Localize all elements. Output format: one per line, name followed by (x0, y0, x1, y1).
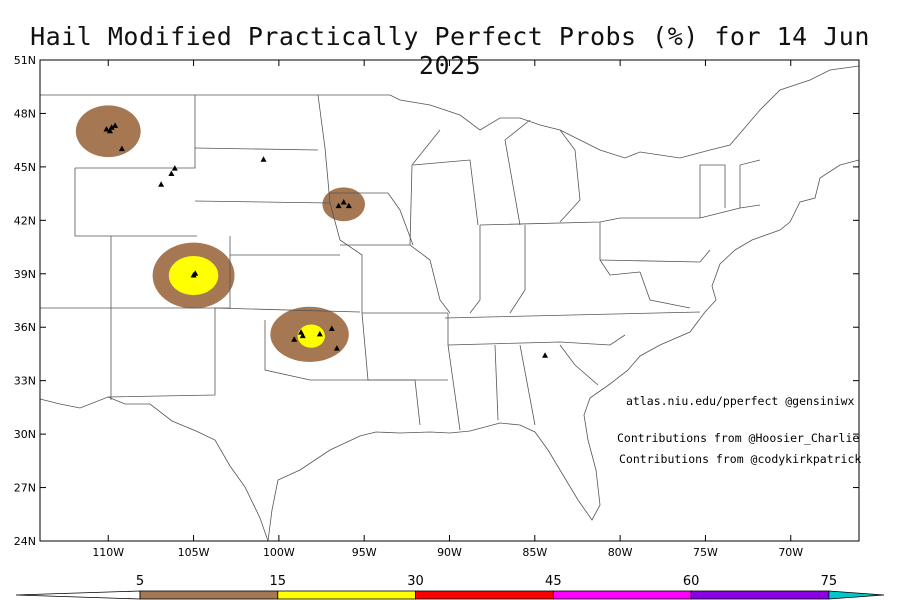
lat-tick-label: 33N (14, 375, 36, 388)
lon-tick-label: 95W (352, 546, 377, 559)
lat-tick-label: 39N (14, 268, 36, 281)
hail-report-marker (316, 330, 323, 337)
colorbar-segment (277, 590, 416, 600)
colorbar-segment (139, 590, 279, 600)
state-line (264, 320, 368, 381)
lon-tick-label: 80W (608, 546, 633, 559)
state-line (559, 129, 581, 223)
state-line (194, 200, 331, 204)
state-line (447, 313, 461, 431)
state-line (340, 244, 451, 314)
state-line (599, 249, 711, 263)
lat-tick-label: 36N (14, 321, 36, 334)
hail-report-marker (340, 199, 347, 205)
colorbar-zero-segment (15, 590, 141, 600)
colorbar-end-segment (828, 590, 885, 600)
colorbar-label: 30 (407, 574, 424, 589)
hail-report-marker (299, 332, 306, 339)
lon-tick-label: 75W (693, 546, 718, 559)
hail-report-marker (291, 336, 298, 342)
state-line (75, 95, 196, 169)
lon-tick-label: 100W (263, 546, 295, 559)
colorbar-label: 5 (136, 574, 144, 589)
state-line (494, 344, 499, 421)
colorbar: 5 15 30 45 60 75 (15, 574, 885, 600)
lon-tick-label: 70W (778, 546, 803, 559)
hail-report-marker (335, 202, 342, 209)
hail-report-marker (118, 145, 125, 152)
hail-report-marker (542, 352, 549, 358)
state-line (509, 225, 526, 314)
colorbar-segment (690, 590, 830, 600)
state-line (194, 147, 319, 151)
state-line (361, 312, 421, 426)
lon-tick-label: 110W (92, 546, 124, 559)
hail-report-marker (106, 127, 113, 134)
credit-contrib-2: Contributions from @codykirkpatrick (619, 452, 861, 466)
coastline (267, 159, 859, 541)
hail-report-marker (333, 345, 340, 351)
state-line (330, 192, 414, 246)
lon-tick-label: 85W (522, 546, 547, 559)
state-line (447, 334, 626, 346)
colorbar-label: 60 (683, 574, 700, 589)
state-boundaries (40, 65, 859, 541)
hail-report-marker (112, 122, 119, 128)
state-line (107, 308, 216, 398)
hail-report-marker (345, 202, 352, 209)
state-line (519, 344, 536, 426)
hail-reports (103, 122, 549, 358)
state-line (74, 168, 197, 237)
probability-contour-15 (297, 324, 325, 348)
probability-areas (75, 105, 366, 362)
state-line (479, 217, 621, 226)
lon-tick-label: 105W (178, 546, 210, 559)
lat-tick-label: 45N (14, 161, 36, 174)
state-line (559, 344, 599, 386)
hail-report-marker (168, 170, 175, 177)
hail-report-marker (171, 165, 178, 171)
longitude-axis: 110W 105W 100W 95W 90W 85W 80W 75W 70W (92, 60, 803, 559)
lat-tick-label: 27N (14, 482, 36, 495)
hail-report-marker (158, 181, 165, 187)
state-line (412, 159, 479, 226)
hail-report-marker (328, 325, 335, 332)
lat-tick-label: 24N (14, 535, 36, 548)
state-line (739, 159, 761, 208)
colorbar-segment (552, 590, 692, 600)
us-mexico-border (40, 396, 269, 541)
state-line (699, 164, 726, 218)
latitude-axis: 51N 48N 45N 42N 39N 36N 33N 30N 27N 24N (14, 54, 859, 548)
state-line (444, 311, 701, 319)
colorbar-label: 15 (270, 574, 287, 589)
map-frame (39, 59, 860, 542)
state-line (504, 119, 531, 226)
map-content (40, 65, 859, 541)
state-line (639, 271, 691, 309)
state-line (214, 307, 361, 313)
colorbar-label: 45 (545, 574, 562, 589)
lat-tick-label: 42N (14, 214, 36, 227)
canada-border (40, 65, 859, 159)
lat-tick-label: 48N (14, 107, 36, 120)
lat-tick-label: 51N (14, 54, 36, 67)
colorbar-label: 75 (821, 574, 838, 589)
state-line (599, 222, 641, 276)
credit-contrib-1: Contributions from @Hoosier_Charlie (617, 431, 859, 445)
state-line (409, 129, 441, 246)
lat-tick-label: 30N (14, 428, 36, 441)
hail-report-marker (103, 125, 110, 132)
credit-site: atlas.niu.edu/pperfect @gensiniwx (626, 394, 855, 408)
map-title: Hail Modified Practically Perfect Probs … (30, 22, 870, 80)
state-line (317, 94, 363, 313)
hail-report-marker (260, 156, 267, 162)
hail-report-marker (192, 270, 199, 276)
colorbar-segment (415, 590, 554, 600)
state-line (620, 204, 761, 219)
lon-tick-label: 90W (437, 546, 462, 559)
state-line (469, 225, 481, 314)
